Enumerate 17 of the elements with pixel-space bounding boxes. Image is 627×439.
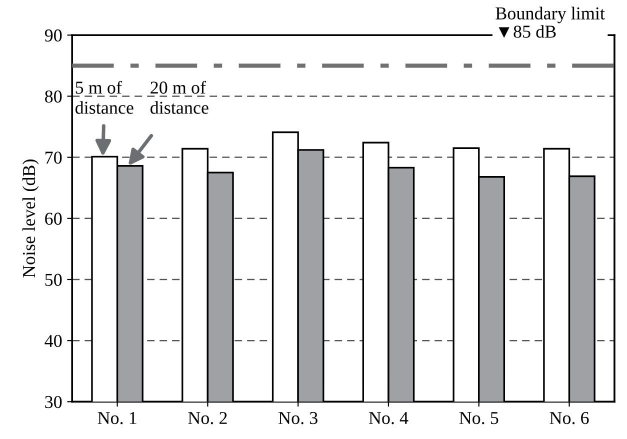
x-tick-label: No. 1 [98,412,136,424]
y-tick-label: 50 [45,274,62,286]
x-tick-label: No. 5 [459,412,498,424]
x-tick-label: No. 4 [368,412,408,424]
y-tick-label: 80 [45,90,62,103]
x-tick-label: No. 3 [278,412,318,424]
y-axis-title: Noise level (dB) [22,160,39,278]
y-tick-label: 60 [45,212,62,225]
text: 5 m of distance [75,80,134,114]
y-tick-label: 30 [45,396,62,408]
x-tick-label: No. 2 [188,412,227,424]
ref-line-label: Boundary limit ▼85 dB [496,6,605,38]
text: 20 m of distance [150,80,208,114]
y-tick-label: 40 [44,334,62,348]
x-tick-label: No. 6 [550,412,589,424]
y-tick-label: 90 [44,29,62,42]
y-tick-label: 70 [46,152,62,164]
